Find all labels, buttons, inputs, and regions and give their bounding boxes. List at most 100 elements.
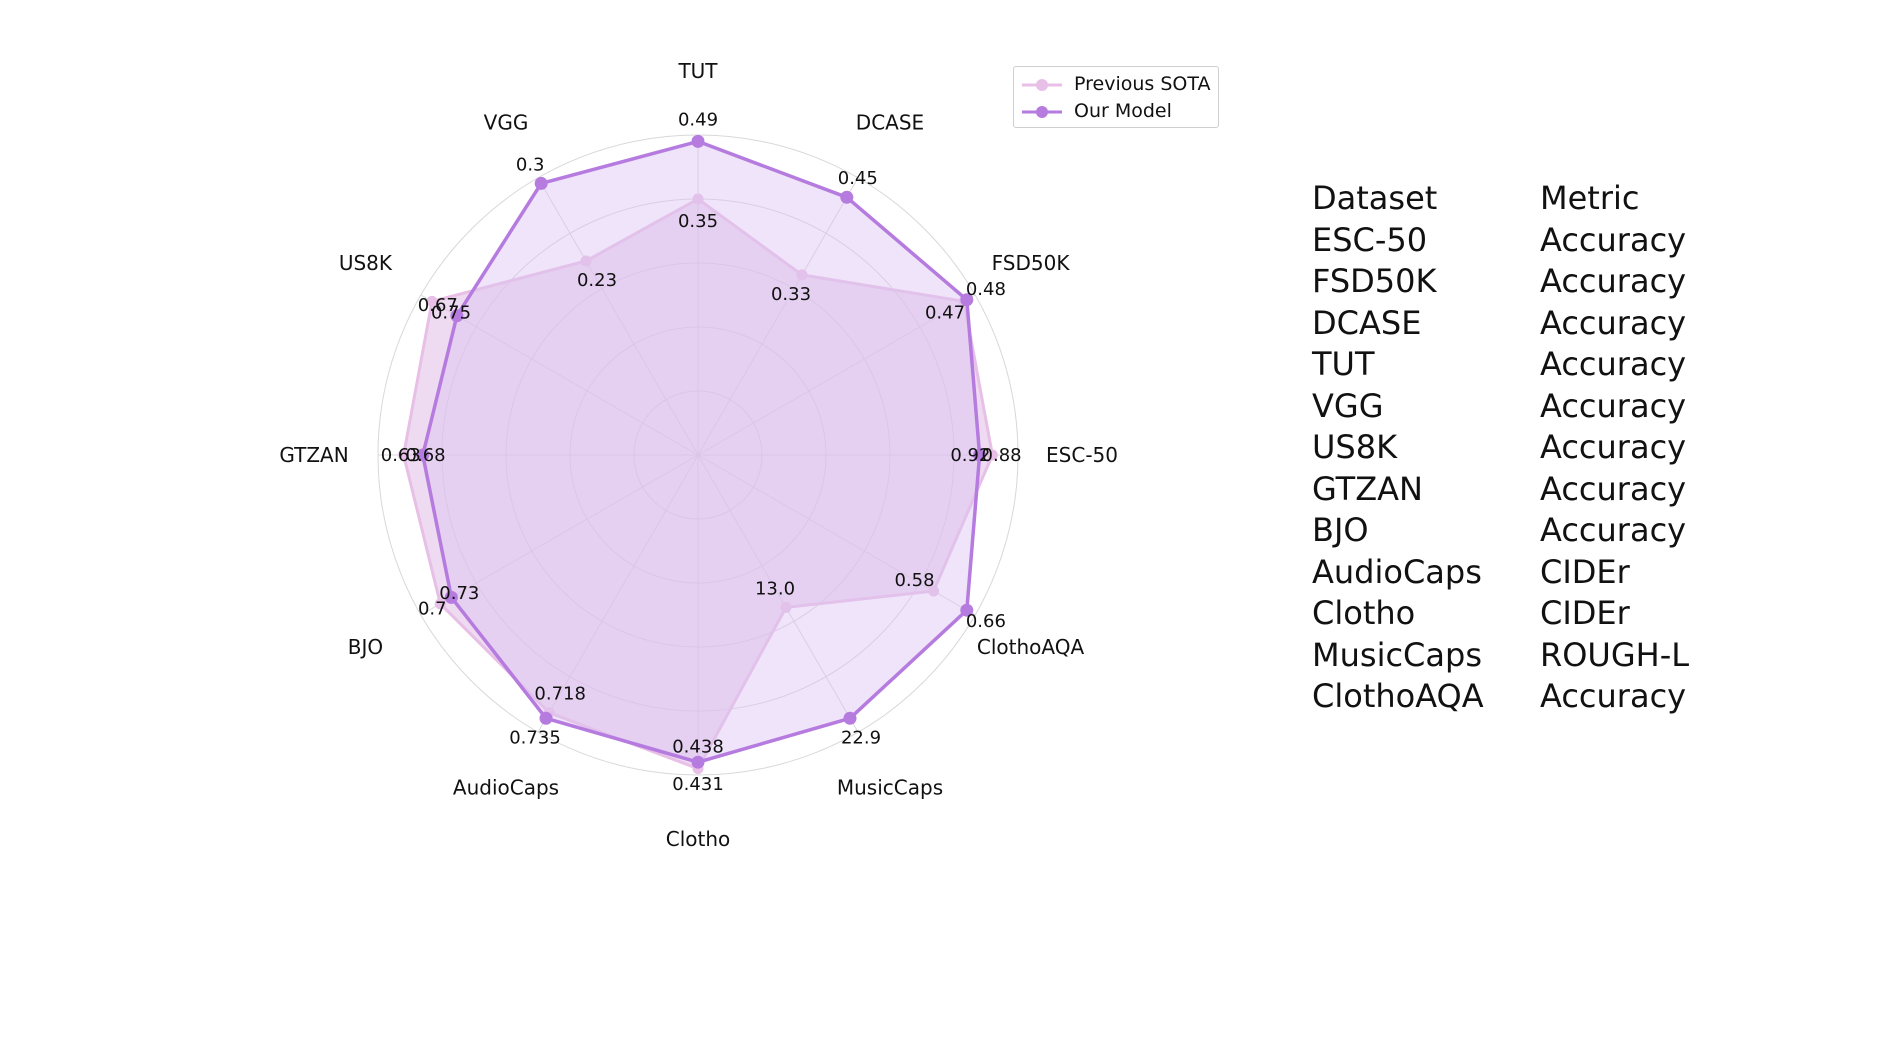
axis-label-clotho: Clotho [666,827,731,851]
value-label-our-model-vgg: 0.3 [516,154,545,175]
table-cell-metric: CIDEr [1540,552,1630,591]
table-row: GTZAN Accuracy [1312,469,1689,511]
table-row: ESC-50 Accuracy [1312,220,1689,262]
table-row: Clotho CIDEr [1312,593,1689,635]
value-label-previous-sota-audiocaps: 0.718 [534,684,586,705]
value-label-previous-sota-clotho: 0.438 [672,737,724,758]
table-cell-metric: Accuracy [1540,428,1687,466]
data-point-our-model-bjo [444,590,458,604]
table-cell-dataset: US8K [1312,428,1398,466]
table-cell-metric: ROUGH-L [1540,635,1690,674]
table-cell-metric: Accuracy [1540,677,1687,715]
table-cell-metric: CIDEr [1540,594,1630,632]
table-cell-metric: Accuracy [1540,386,1687,425]
axis-label-audiocaps: AudioCaps [453,776,559,800]
data-point-our-model-vgg [534,176,548,190]
value-label-our-model-bjo: 0.7 [418,598,447,619]
value-label-our-model-clothoaqa: 0.66 [966,611,1006,632]
table-row: VGG Accuracy [1312,386,1689,428]
table-cell-metric: Accuracy [1540,511,1687,549]
data-point-previous-sota-us8k [426,295,438,307]
table-row: DCASE Accuracy [1312,303,1689,345]
data-point-our-model-clotho [691,755,705,769]
value-label-previous-sota-us8k: 0.75 [431,302,471,323]
table-cell-dataset: BJO [1312,511,1369,549]
table-cell-dataset: VGG [1312,386,1384,425]
table-header-metric: Metric [1540,179,1640,217]
data-point-our-model-dcase [840,190,854,204]
value-label-previous-sota-fsd50k: 0.47 [925,302,965,323]
value-label-previous-sota-esc-50: 0.92 [950,445,990,466]
data-point-our-model-clothoaqa [960,603,974,617]
table-cell-metric: Accuracy [1540,220,1687,259]
table-cell-dataset: TUT [1312,345,1375,383]
table-cell-dataset: DCASE [1312,303,1422,342]
table-header-row: Dataset Metric [1312,178,1689,220]
axis-label-clothoaqa: ClothoAQA [977,635,1085,659]
value-labels: 0.92 0.47 0.33 0.35 0.23 0.75 0.68 0.73 0.718 0.4… [381,109,1022,795]
table-row: ClothoAQA Accuracy [1312,676,1689,718]
radar-series [398,134,998,775]
value-label-our-model-musiccaps: 22.9 [841,727,881,748]
legend-swatch-previous-sota [1022,79,1062,91]
data-point-our-model-tut [691,134,705,148]
data-point-our-model-musiccaps [843,711,857,725]
table-cell-dataset: GTZAN [1312,469,1423,508]
legend-item-previous-sota: Previous SOTA [1014,72,1218,98]
value-label-our-model-gtzan: 0.63 [381,445,421,466]
table-cell-dataset: FSD50K [1312,262,1437,300]
dataset-metric-table: Dataset Metric ESC-50 Accuracy FSD50K Accur… [1312,178,1689,718]
value-label-our-model-esc-50: 0.88 [982,445,1022,466]
table-cell-dataset: ClothoAQA [1312,677,1484,715]
legend-item-our-model: Our Model [1014,99,1218,125]
axis-label-gtzan: GTZAN [279,443,348,467]
table-cell-metric: Accuracy [1540,469,1687,508]
data-point-our-model-fsd50k [960,293,974,307]
data-point-our-model-audiocaps [539,711,553,725]
data-point-previous-sota-tut [692,193,704,205]
table-row: TUT Accuracy [1312,344,1689,386]
value-label-our-model-tut: 0.49 [678,109,718,130]
axis-label-bjo: BJO [348,635,383,659]
data-point-previous-sota-esc-50 [986,449,998,461]
data-point-previous-sota-bjo [434,598,446,610]
axis-label-musiccaps: MusicCaps [837,776,943,800]
value-label-our-model-clotho: 0.431 [672,774,724,795]
table-cell-dataset: Clotho [1312,594,1416,632]
legend-label-previous-sota: Previous SOTA [1074,73,1211,95]
table-cell-dataset: AudioCaps [1312,552,1482,591]
value-label-previous-sota-bjo: 0.73 [439,583,479,604]
data-point-our-model-esc-50 [973,448,987,462]
value-label-previous-sota-musiccaps: 13.0 [755,578,795,599]
series-area-previous-sota [403,199,993,769]
value-label-previous-sota-tut: 0.35 [678,211,718,232]
axis-label-us8k: US8K [339,251,393,275]
axis-labels: ESC-50 FSD50K DCASE TUT VGG US8K GTZAN BJO Audio… [279,59,1118,851]
series-area-our-model [422,141,980,763]
table-row: BJO Accuracy [1312,510,1689,552]
table-cell-metric: Accuracy [1540,303,1687,342]
axis-label-tut: TUT [677,59,718,83]
data-point-previous-sota-clothoaqa [928,585,940,597]
table-cell-dataset: ESC-50 [1312,220,1428,259]
value-label-previous-sota-clothoaqa: 0.58 [894,570,934,591]
table-row: MusicCaps ROUGH-L [1312,635,1689,677]
axis-label-dcase: DCASE [856,110,924,134]
data-point-previous-sota-vgg [580,255,592,267]
legend-label-our-model: Our Model [1074,100,1172,122]
value-label-previous-sota-dcase: 0.33 [771,284,811,305]
data-point-previous-sota-musiccaps [780,601,792,613]
data-point-our-model-us8k [450,309,464,323]
table-cell-metric: Accuracy [1540,345,1687,383]
value-label-our-model-fsd50k: 0.48 [966,279,1006,300]
table-row: US8K Accuracy [1312,427,1689,469]
axis-label-vgg: VGG [484,110,529,134]
data-point-previous-sota-gtzan [398,449,410,461]
value-label-previous-sota-vgg: 0.23 [577,270,617,291]
table-cell-metric: Accuracy [1540,262,1687,300]
value-label-previous-sota-gtzan: 0.68 [406,445,446,466]
axis-label-fsd50k: FSD50K [992,251,1071,275]
data-point-our-model-gtzan [416,448,430,462]
value-label-our-model-audiocaps: 0.735 [509,727,561,748]
